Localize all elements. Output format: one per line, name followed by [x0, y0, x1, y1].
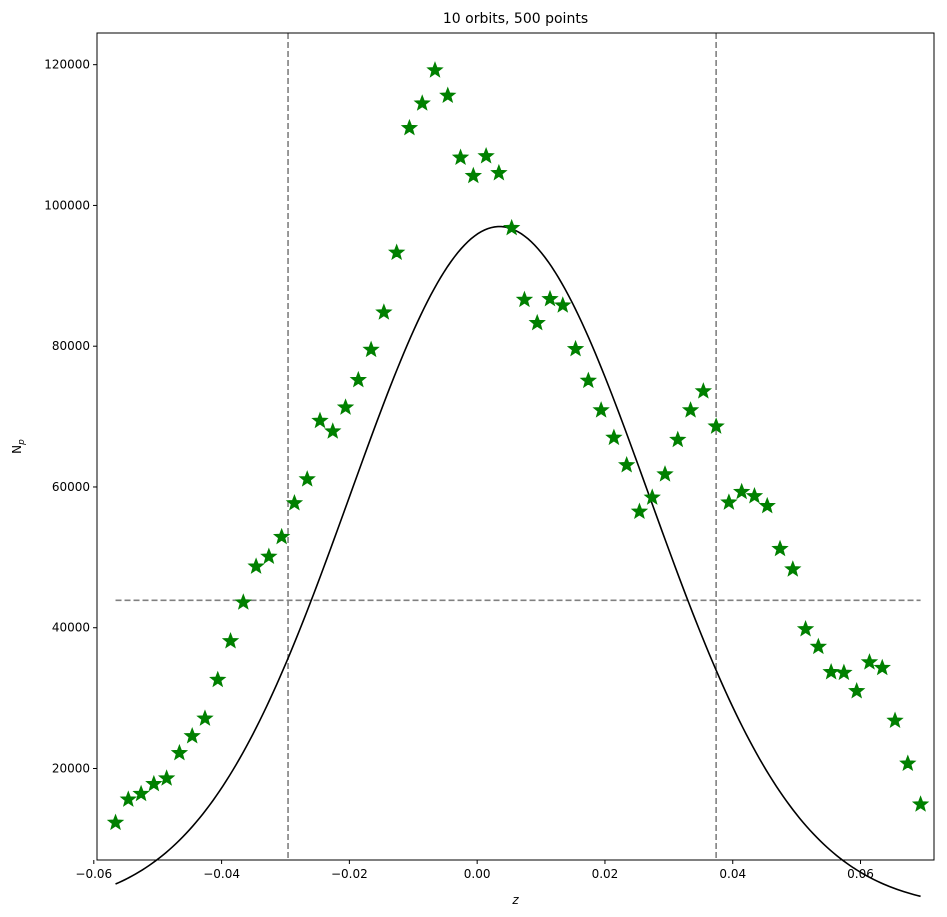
data-point-star: [822, 662, 840, 680]
x-tick-label: 0.04: [719, 867, 746, 881]
x-tick-label: −0.06: [75, 867, 112, 881]
data-point-star: [707, 417, 725, 434]
y-axis-label: Np: [10, 439, 27, 454]
data-point-star: [745, 486, 764, 504]
y-tick-label: 100000: [44, 198, 90, 212]
data-point-star: [618, 456, 636, 473]
data-point-star: [860, 653, 879, 670]
data-point-star: [400, 118, 419, 136]
data-point-star: [439, 86, 457, 104]
data-point-star: [809, 637, 828, 655]
data-point-star: [886, 711, 904, 729]
data-point-star: [681, 401, 700, 418]
x-axis-ticks: −0.06 −0.04 −0.02 0.00 0.02 0.04 0.06: [75, 860, 874, 881]
data-point-star: [234, 593, 252, 610]
data-point-star: [669, 430, 687, 448]
data-point-star: [502, 218, 521, 236]
data-point-star: [221, 631, 240, 649]
y-axis-label-subscript: p: [17, 439, 27, 446]
x-tick-label: −0.04: [203, 867, 240, 881]
chart-title: 10 orbits, 500 points: [443, 11, 588, 27]
data-point-star: [694, 382, 713, 399]
data-point-star: [592, 401, 610, 418]
data-point-star: [554, 296, 572, 313]
data-point-star: [835, 663, 853, 681]
data-point-star: [209, 670, 227, 688]
data-point-star: [848, 681, 866, 699]
data-point-star: [873, 658, 891, 676]
data-point-star: [132, 784, 150, 802]
data-point-star: [490, 163, 508, 181]
data-point-star: [260, 547, 278, 565]
data-point-star: [145, 774, 163, 792]
data-point-star: [375, 303, 393, 320]
data-point-star: [605, 428, 623, 446]
data-point-star: [413, 94, 431, 111]
y-tick-label: 60000: [52, 480, 90, 494]
y-axis-ticks: 20000 40000 60000 80000 100000 120000: [44, 58, 97, 776]
data-point-star: [324, 422, 342, 439]
plot-frame: [96, 32, 935, 861]
data-point-star: [477, 147, 495, 164]
data-point-star: [183, 727, 201, 744]
data-point-star: [528, 313, 546, 331]
y-tick-label: 20000: [52, 762, 90, 776]
data-point-star: [796, 620, 815, 637]
data-point-star: [106, 813, 125, 831]
data-point-star: [311, 411, 329, 429]
data-point-star: [656, 465, 674, 482]
data-point-star: [464, 166, 483, 184]
data-point-star: [911, 795, 930, 812]
data-point-star: [758, 496, 776, 514]
plot-background: [97, 33, 934, 860]
data-point-star: [643, 488, 661, 505]
data-point-star: [336, 398, 355, 415]
data-point-star: [272, 527, 291, 545]
data-point-star: [387, 243, 406, 260]
data-point-star: [157, 769, 176, 786]
x-tick-label: 0.00: [464, 867, 491, 881]
data-point-star: [298, 470, 316, 487]
data-point-star: [566, 339, 585, 357]
data-points: [106, 61, 930, 831]
data-point-star: [541, 289, 559, 307]
data-point-star: [732, 482, 751, 500]
data-point-star: [426, 61, 444, 78]
y-axis-label-main: N: [10, 445, 24, 454]
data-point-star: [247, 557, 265, 574]
data-point-star: [451, 148, 470, 165]
data-point-star: [349, 370, 367, 388]
data-point-star: [720, 493, 738, 510]
data-point-star: [119, 790, 137, 807]
data-point-star: [285, 494, 304, 511]
x-tick-label: −0.02: [331, 867, 368, 881]
data-point-star: [899, 754, 917, 771]
x-axis-label: z: [511, 893, 519, 907]
data-point-star: [630, 502, 649, 519]
data-point-star: [170, 743, 189, 761]
y-tick-label: 120000: [44, 58, 90, 72]
reference-lines: [115, 33, 921, 860]
data-point-star: [196, 709, 214, 726]
gaussian-fit-curve: [115, 225, 921, 898]
y-tick-label: 40000: [52, 621, 90, 635]
y-tick-label: 80000: [52, 339, 90, 353]
x-tick-label: 0.02: [592, 867, 619, 881]
data-point-star: [515, 290, 534, 308]
data-point-star: [362, 340, 380, 358]
data-point-star: [771, 539, 789, 557]
data-point-star: [579, 371, 598, 389]
data-point-star: [784, 560, 802, 577]
x-tick-label: 0.06: [847, 867, 874, 881]
